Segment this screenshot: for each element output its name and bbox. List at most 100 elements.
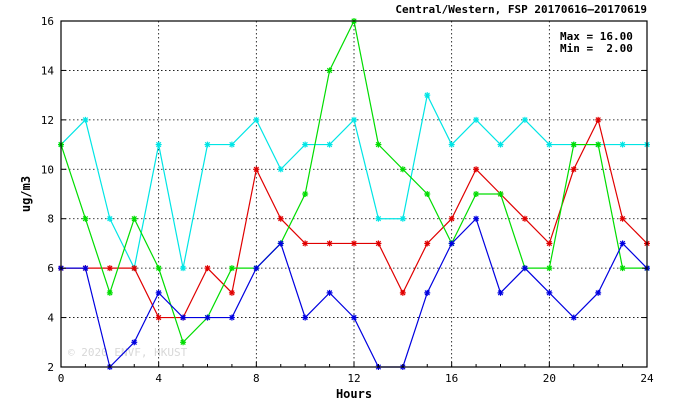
data-point — [399, 166, 406, 173]
data-point — [448, 240, 455, 247]
data-point — [277, 240, 284, 247]
data-point — [424, 191, 431, 197]
data-point — [570, 141, 577, 148]
data-point — [619, 141, 626, 148]
max-label: Max = 16.00 — [560, 30, 633, 43]
y-tick-label: 14 — [41, 64, 55, 77]
y-tick-label: 10 — [41, 163, 54, 176]
data-point — [155, 289, 162, 296]
data-point — [497, 191, 504, 197]
data-point — [351, 240, 357, 247]
data-point — [546, 289, 553, 296]
data-point — [326, 67, 333, 74]
data-point — [521, 265, 528, 272]
y-tick-label: 2 — [47, 361, 54, 374]
data-point — [228, 289, 235, 296]
min-label: Min = 2.00 — [560, 42, 633, 55]
data-point — [302, 191, 309, 197]
data-point — [326, 240, 333, 247]
x-tick-label: 8 — [253, 372, 260, 385]
data-point — [473, 116, 480, 123]
data-point — [106, 265, 113, 272]
data-point — [497, 289, 504, 296]
data-point — [326, 141, 333, 148]
data-point — [473, 215, 480, 222]
data-point — [570, 166, 577, 173]
data-point — [253, 166, 260, 173]
y-axis-title: ug/m3 — [19, 176, 33, 212]
data-point — [180, 339, 187, 346]
data-point — [277, 215, 284, 222]
data-point — [424, 92, 431, 99]
chart-title: Central/Western, FSP 20170616–20170619 — [395, 3, 647, 16]
data-point — [131, 339, 138, 346]
data-point — [546, 265, 553, 272]
data-point — [399, 289, 406, 296]
x-tick-label: 24 — [640, 372, 654, 385]
data-point — [351, 116, 357, 123]
watermark: © 2020 ENVF, HKUST — [68, 346, 188, 359]
data-point — [570, 314, 577, 321]
data-point — [521, 215, 528, 222]
data-point — [228, 141, 235, 148]
data-point — [228, 314, 235, 321]
series-1 — [58, 116, 650, 321]
data-point — [204, 141, 211, 148]
data-point — [302, 240, 309, 247]
y-tick-label: 8 — [47, 213, 54, 226]
data-point — [546, 141, 553, 148]
x-tick-label: 0 — [58, 372, 65, 385]
data-point — [375, 215, 382, 222]
data-point — [326, 289, 333, 296]
data-point — [82, 265, 89, 272]
y-tick-label: 12 — [41, 114, 54, 127]
series-3 — [58, 215, 650, 370]
data-point — [131, 265, 138, 272]
data-point — [595, 289, 602, 296]
data-point — [375, 240, 382, 247]
data-point — [131, 215, 138, 222]
data-point — [351, 314, 357, 321]
data-point — [619, 265, 626, 272]
data-point — [619, 240, 626, 247]
x-tick-label: 12 — [347, 372, 360, 385]
data-point — [521, 116, 528, 123]
data-point — [155, 141, 162, 148]
y-tick-label: 16 — [41, 15, 54, 28]
data-point — [399, 215, 406, 222]
data-point — [302, 314, 309, 321]
data-point — [106, 289, 113, 296]
data-point — [595, 141, 602, 148]
data-point — [180, 314, 187, 321]
x-tick-label: 16 — [445, 372, 458, 385]
data-point — [204, 265, 211, 272]
data-point — [82, 215, 89, 222]
series-layer — [58, 18, 650, 370]
x-tick-label: 4 — [155, 372, 162, 385]
data-point — [180, 265, 187, 272]
data-point — [497, 141, 504, 148]
y-tick-label: 4 — [47, 312, 54, 325]
data-point — [106, 215, 113, 222]
data-point — [155, 265, 162, 272]
data-point — [424, 240, 431, 247]
data-point — [82, 116, 89, 123]
data-point — [424, 289, 431, 296]
data-point — [546, 240, 553, 247]
data-point — [155, 314, 162, 321]
data-point — [595, 116, 602, 123]
x-tick-label: 20 — [543, 372, 556, 385]
data-point — [473, 166, 480, 173]
data-point — [375, 141, 382, 148]
data-point — [277, 166, 284, 173]
x-axis-title: Hours — [336, 387, 372, 401]
data-point — [473, 191, 480, 197]
data-point — [448, 215, 455, 222]
data-point — [228, 265, 235, 272]
y-tick-label: 6 — [47, 262, 54, 275]
data-point — [253, 116, 260, 123]
data-point — [619, 215, 626, 222]
data-point — [448, 141, 455, 148]
